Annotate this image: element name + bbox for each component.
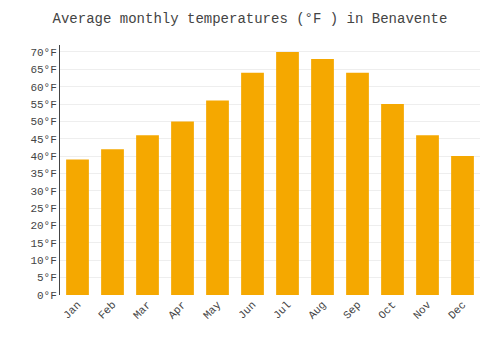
svg-text:10°F: 10°F bbox=[30, 255, 56, 267]
svg-text:Jul: Jul bbox=[271, 299, 293, 321]
svg-text:30°F: 30°F bbox=[30, 186, 56, 198]
svg-text:65°F: 65°F bbox=[30, 64, 56, 76]
svg-text:50°F: 50°F bbox=[30, 116, 56, 128]
svg-text:20°F: 20°F bbox=[30, 220, 56, 232]
svg-text:Apr: Apr bbox=[166, 299, 188, 321]
svg-text:Mar: Mar bbox=[131, 299, 153, 321]
svg-text:60°F: 60°F bbox=[30, 82, 56, 94]
svg-text:0°F: 0°F bbox=[37, 290, 57, 302]
svg-text:35°F: 35°F bbox=[30, 168, 56, 180]
svg-text:25°F: 25°F bbox=[30, 203, 56, 215]
svg-text:70°F: 70°F bbox=[30, 47, 56, 59]
svg-text:Oct: Oct bbox=[376, 299, 398, 321]
svg-text:Dec: Dec bbox=[446, 299, 468, 321]
svg-text:Aug: Aug bbox=[306, 299, 328, 321]
svg-text:May: May bbox=[201, 299, 224, 322]
svg-text:5°F: 5°F bbox=[37, 272, 57, 284]
svg-text:55°F: 55°F bbox=[30, 99, 56, 111]
svg-text:Sep: Sep bbox=[341, 299, 363, 321]
svg-text:Feb: Feb bbox=[96, 299, 118, 321]
svg-text:Nov: Nov bbox=[411, 299, 434, 322]
svg-text:Jun: Jun bbox=[236, 299, 258, 321]
svg-text:15°F: 15°F bbox=[30, 238, 56, 250]
svg-text:45°F: 45°F bbox=[30, 134, 56, 146]
svg-text:Jan: Jan bbox=[61, 299, 83, 321]
svg-text:Average monthly temperatures (: Average monthly temperatures (°F ) in Be… bbox=[53, 11, 448, 27]
svg-text:40°F: 40°F bbox=[30, 151, 56, 163]
